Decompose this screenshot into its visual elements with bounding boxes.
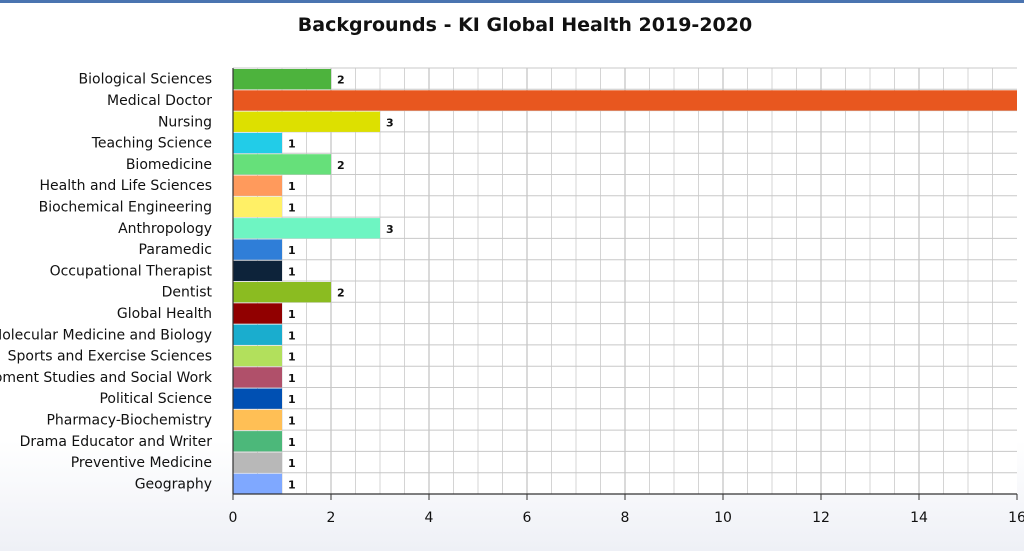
- category-label: Global Health: [117, 306, 212, 322]
- x-tick-label: 10: [714, 510, 732, 526]
- bar: [233, 260, 282, 281]
- data-label: 1: [288, 457, 296, 470]
- bar: [233, 431, 282, 452]
- data-label: 2: [337, 287, 345, 300]
- data-label: 1: [288, 436, 296, 449]
- x-tick-label: 0: [229, 510, 238, 526]
- top-border: [0, 0, 1024, 3]
- category-label: Preventive Medicine: [71, 455, 212, 471]
- data-label: 1: [288, 138, 296, 151]
- category-label: Nursing: [158, 114, 212, 130]
- data-label: 2: [337, 74, 345, 87]
- category-label: Biomedicine: [126, 157, 212, 173]
- x-tick-label: 6: [523, 510, 532, 526]
- data-label: 3: [386, 116, 394, 129]
- bar: [233, 473, 282, 494]
- category-label: Medical Doctor: [107, 93, 212, 109]
- data-label: 3: [386, 223, 394, 236]
- category-label: Occupational Therapist: [50, 263, 213, 279]
- x-tick-label: 16: [1008, 510, 1024, 526]
- x-tick-label: 4: [425, 510, 434, 526]
- category-label: Health and Life Sciences: [40, 178, 212, 194]
- category-label: Paramedic: [139, 242, 212, 258]
- bar: [233, 345, 282, 367]
- data-label: 2: [337, 159, 345, 172]
- x-tick-label: 2: [327, 510, 336, 526]
- data-label: 1: [288, 180, 296, 193]
- x-tick-label: 8: [621, 510, 630, 526]
- bar: [233, 218, 380, 239]
- data-label: 1: [288, 244, 296, 257]
- data-label: 1: [288, 372, 296, 385]
- data-label: 1: [288, 265, 296, 278]
- bar: [233, 303, 282, 324]
- bar: [233, 452, 282, 473]
- category-label: Sports and Exercise Sciences: [8, 349, 212, 365]
- data-label: 1: [288, 478, 296, 491]
- bar: [233, 69, 331, 90]
- category-label: Teaching Science: [91, 136, 212, 152]
- category-label: Development Studies and Social Work: [0, 370, 213, 386]
- bar: [233, 175, 282, 196]
- category-label: Pharmacy-Biochemistry: [46, 412, 212, 428]
- data-label: 1: [288, 329, 296, 342]
- category-label: Political Science: [99, 391, 212, 407]
- bar: [233, 367, 282, 388]
- bar: [233, 239, 282, 260]
- category-label: Biological Sciences: [79, 72, 212, 88]
- category-label: Biochemical Engineering: [39, 199, 212, 215]
- bar: [233, 132, 282, 154]
- bar: [233, 111, 380, 132]
- category-label: Geography: [135, 476, 212, 492]
- data-label: 1: [288, 414, 296, 427]
- x-tick-label: 14: [910, 510, 928, 526]
- data-label: 1: [288, 201, 296, 214]
- category-label: Anthropology: [118, 221, 212, 237]
- category-label: Molecular Medicine and Biology: [0, 327, 212, 343]
- data-label: 1: [288, 351, 296, 364]
- data-label: 1: [288, 308, 296, 321]
- chart-title: Backgrounds - KI Global Health 2019-2020: [297, 14, 753, 36]
- bar: [233, 196, 282, 218]
- bar: [233, 388, 282, 409]
- category-label: Drama Educator and Writer: [20, 434, 213, 450]
- x-tick-label: 12: [812, 510, 830, 526]
- bar: [233, 90, 1017, 111]
- bar: [233, 324, 282, 345]
- category-label: Dentist: [162, 285, 213, 301]
- data-label: 1: [288, 393, 296, 406]
- bar: [233, 409, 282, 431]
- bar: [233, 154, 331, 175]
- bar: [233, 282, 331, 303]
